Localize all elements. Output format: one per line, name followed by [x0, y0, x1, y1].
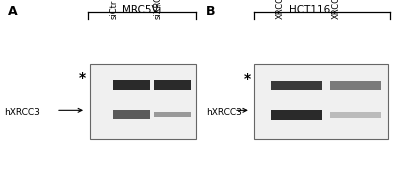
Text: B: B	[206, 5, 216, 18]
Bar	[154, 112, 191, 117]
Text: A: A	[8, 5, 18, 18]
Bar	[254, 64, 388, 139]
Text: XRCC3-/-: XRCC3-/-	[332, 0, 340, 19]
Bar	[330, 112, 381, 118]
Bar	[330, 81, 381, 90]
Text: MRC5Vi: MRC5Vi	[122, 5, 162, 15]
Text: hXRCC3: hXRCC3	[206, 108, 242, 117]
Bar	[113, 110, 150, 119]
Text: siCtr: siCtr	[110, 0, 118, 19]
Bar	[154, 80, 191, 90]
Text: hXRCC3: hXRCC3	[4, 108, 40, 117]
Bar	[90, 64, 196, 139]
Text: HCT116: HCT116	[289, 5, 331, 15]
Text: *: *	[244, 72, 251, 86]
Text: XRCC3+/+: XRCC3+/+	[276, 0, 284, 19]
Bar	[113, 80, 150, 90]
Text: *: *	[78, 71, 86, 85]
Bar	[272, 81, 322, 90]
Text: siXRCC3: siXRCC3	[154, 0, 162, 19]
Bar	[272, 110, 322, 120]
